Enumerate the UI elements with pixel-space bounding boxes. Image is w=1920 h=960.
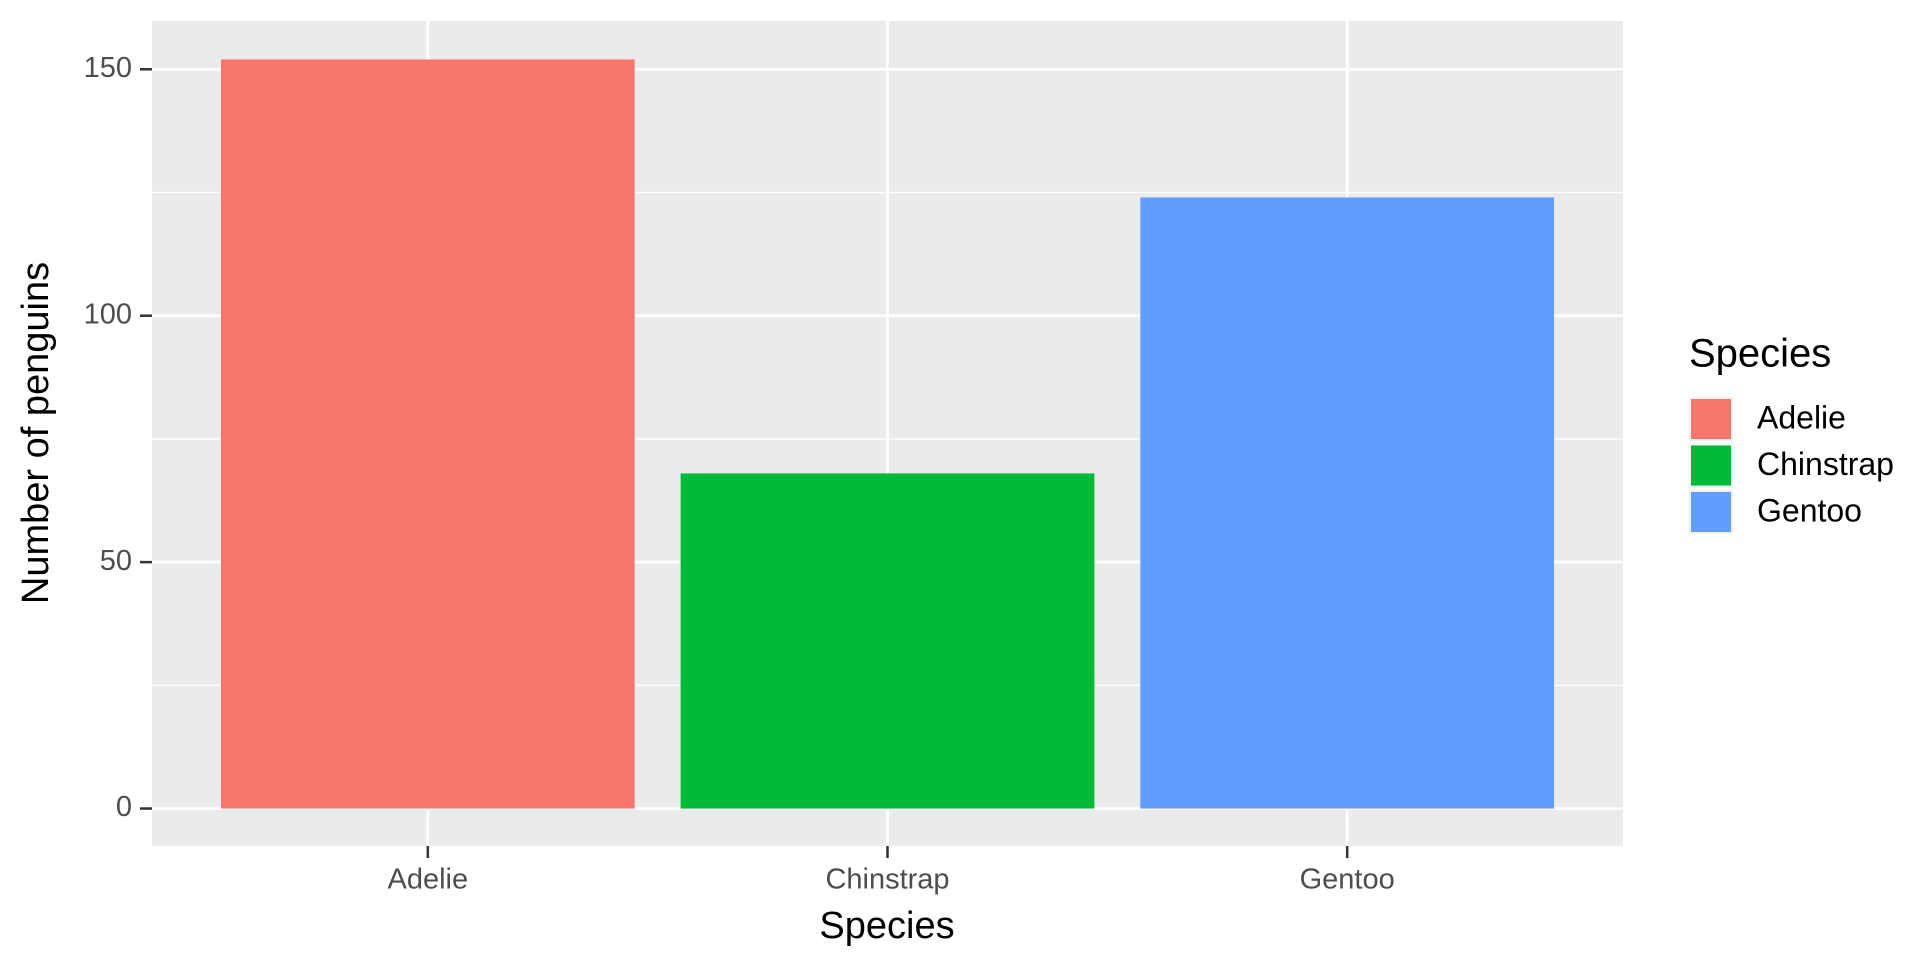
bar: [1140, 197, 1555, 809]
y-tick-label: 150: [84, 52, 132, 84]
legend-swatch: [1691, 445, 1731, 486]
x-tick-label: Gentoo: [1300, 864, 1395, 896]
legend-label: Gentoo: [1757, 492, 1862, 528]
bar: [220, 59, 635, 809]
y-tick-label: 0: [116, 791, 132, 823]
x-tick-label: Adelie: [388, 864, 469, 896]
legend-swatch: [1691, 399, 1731, 439]
legend-label: Adelie: [1757, 399, 1846, 435]
y-axis-title: Number of penguins: [15, 262, 57, 604]
legend-swatch: [1691, 492, 1731, 532]
y-tick-label: 50: [100, 545, 132, 577]
y-tick-label: 100: [84, 298, 132, 330]
legend-title: Species: [1689, 332, 1831, 376]
legend-label: Chinstrap: [1757, 446, 1894, 482]
x-axis-title: Species: [819, 905, 954, 947]
x-tick-label: Chinstrap: [825, 864, 949, 896]
bar: [680, 473, 1095, 809]
